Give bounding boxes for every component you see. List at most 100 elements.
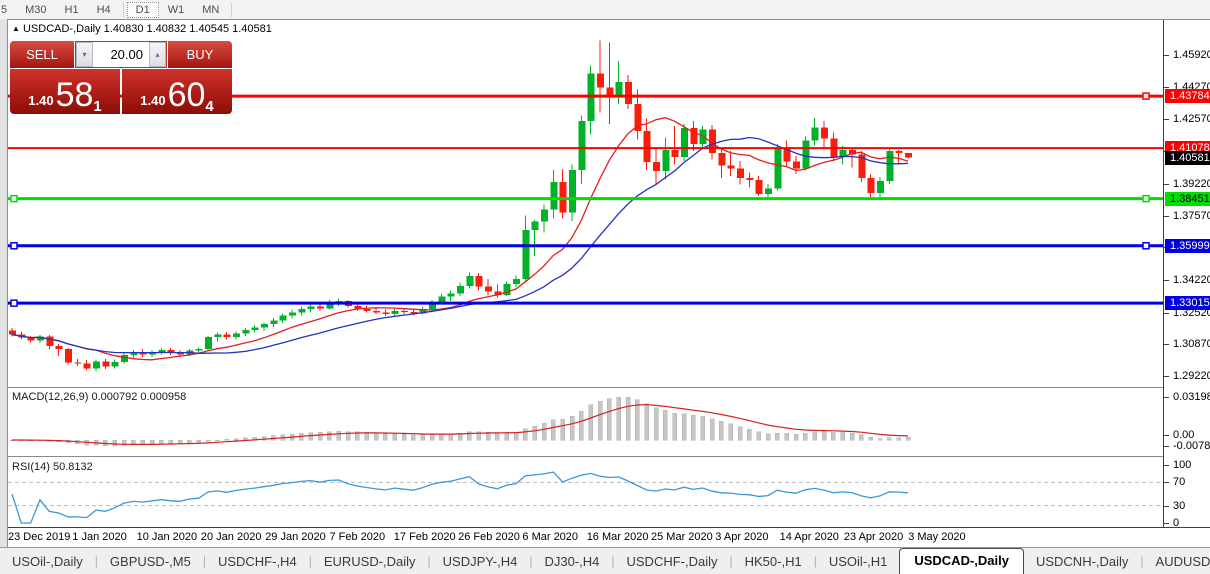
rsi-title: RSI(14) 50.8132 [12,461,93,473]
tab-usoil-h1[interactable]: USOil-,H1 [828,554,888,569]
tab-separator: | [611,554,615,568]
current-price-label: 1.40581 [1165,150,1210,165]
date-label: 3 May 2020 [908,531,966,543]
timeframe-button-mn[interactable]: MN [202,3,220,16]
rsi-axis-30-tick [1164,505,1169,507]
date-label: 29 Jan 2020 [265,531,326,543]
chart-symbol-label: USDCAD-,Daily [22,23,101,35]
volume-spinner: ▾ 20.00 ▴ [75,41,167,68]
macd-indicator-chart [9,396,911,447]
price-tick-label: 1.30870 [1173,338,1210,351]
rsi-indicator-chart [8,471,1163,524]
date-label: 17 Feb 2020 [393,531,456,543]
rsi-axis-100-tick [1164,465,1169,466]
tab-gbpusd-m5[interactable]: GBPUSD-,M5 [109,554,191,569]
sell-button[interactable]: SELL [10,41,75,68]
tab-usdchf-h4[interactable]: USDCHF-,H4 [217,554,297,569]
chart-macd-splitter[interactable] [8,387,1163,388]
volume-decrease-button[interactable]: ▾ [76,42,93,67]
tab-separator: | [427,554,431,568]
main-price-chart[interactable] [8,20,1163,386]
rsi-axis-30: 30 [1173,499,1186,512]
date-label: 26 Feb 2020 [458,531,520,543]
macd-axis-zero: 0.00 [1173,429,1195,441]
date-label: 3 Apr 2020 [715,531,769,543]
timeframe-button-h4[interactable]: H4 [96,3,111,16]
candles [9,40,912,372]
volume-increase-button[interactable]: ▴ [149,42,166,67]
price-line-label-1.43784: 1.43784 [1165,89,1210,104]
date-axis[interactable]: 23 Dec 2019 1 Jan 2020 10 Jan 2020 20 Jan 2… [8,528,1208,547]
timeframe-button-m30[interactable]: M30 [25,3,47,16]
tab-separator: | [529,554,533,568]
hline-1.35999[interactable] [8,242,1163,250]
price-tick-label: 1.42570 [1173,113,1210,126]
tab-audusd-daily[interactable]: AUDUSD-,Daily [1155,554,1210,569]
macd-axis-max: 0.031987 [1173,391,1210,403]
price-tick-mark [1164,183,1169,185]
timeframe-button-d1[interactable]: D1 [126,1,159,18]
sell-price-button[interactable]: 1.40 58 1 [10,69,120,114]
price-tick-mark [1164,86,1169,88]
tab-separator: | [94,554,98,568]
buy-price-pips: 60 [167,76,206,114]
tab-usoil-daily[interactable]: USOil-,Daily [12,554,83,569]
price-axis[interactable]: 1.459201.442701.425701.409201.392201.375… [1163,20,1210,529]
date-label: 1 Jan 2020 [72,531,127,543]
ma-slow-line [11,136,909,354]
toolbar-separator [231,2,233,17]
price-tick-label: 1.29220 [1173,370,1210,383]
date-axis-border [8,527,1210,528]
buy-price-point: 4 [205,98,214,115]
chart-title: ▲ USDCAD-,Daily 1.40830 1.40832 1.40545 … [12,23,272,35]
price-tick-mark [1164,55,1169,56]
sell-price-point: 1 [93,98,102,115]
buy-price-button[interactable]: 1.40 60 4 [122,69,232,114]
rsi-axis-0: 0 [1173,517,1180,529]
macd-axis-zero-tick [1164,435,1169,436]
rsi-axis-0-tick [1164,523,1169,524]
tab-separator: | [813,554,817,568]
macd-axis-min-tick [1164,446,1169,447]
tab-separator: | [202,554,206,568]
tab-hk50-h1[interactable]: HK50-,H1 [744,554,802,569]
date-label: 25 Mar 2020 [651,531,713,543]
title-arrow-icon[interactable]: ▲ [12,24,20,33]
chart-window: ▲ USDCAD-,Daily 1.40830 1.40832 1.40545 … [7,19,1210,548]
sell-price-prefix: 1.40 [28,93,54,108]
toolbar-separator [122,2,124,17]
hline-1.38451[interactable] [8,194,1163,203]
tab-eurusd-daily[interactable]: EURUSD-,Daily [323,554,416,569]
tab-usdchf-daily[interactable]: USDCHF-,Daily [626,554,718,569]
rsi-axis-70-tick [1164,482,1169,484]
one-click-trade-panel: SELL ▾ 20.00 ▴ BUY 1.40 58 1 1.40 60 4 [10,41,232,114]
sell-price-pips: 58 [55,76,94,114]
tab-separator: | [1140,554,1144,568]
price-tick-mark [1164,119,1169,121]
date-label: 7 Feb 2020 [329,531,386,543]
tab-usdcad-daily[interactable]: USDCAD-,Daily [899,548,1024,574]
volume-input[interactable]: 20.00 [110,47,143,62]
price-tick-label: 1.37570 [1173,209,1210,222]
price-line-label-1.33015: 1.33015 [1165,296,1210,311]
date-label: 14 Apr 2020 [779,531,839,543]
buy-button[interactable]: BUY [167,41,232,68]
timeframe-toolbar: 5 M30 H1 H4 D1 W1 MN [0,0,1210,19]
rsi-axis-100: 100 [1173,459,1192,471]
price-tick-label: 1.34220 [1173,274,1210,286]
tab-separator: | [729,554,733,568]
tab-dj30-h4[interactable]: DJ30-,H4 [544,554,600,569]
timeframe-button-5[interactable]: 5 [1,3,8,16]
tab-usdjpy-h4[interactable]: USDJPY-,H4 [442,554,518,569]
timeframe-button-w1[interactable]: W1 [167,3,185,16]
price-tick-mark [1164,344,1169,346]
date-label: 23 Dec 2019 [8,531,71,543]
price-tick-label: 1.39220 [1173,177,1210,190]
date-label: 10 Jan 2020 [136,531,198,543]
macd-rsi-splitter[interactable] [8,456,1163,457]
price-tick-label: 1.45920 [1173,49,1210,61]
tab-usdcnh-daily[interactable]: USDCNH-,Daily [1035,554,1129,569]
hline-1.33015[interactable] [8,299,1163,307]
timeframe-button-h1[interactable]: H1 [64,3,79,16]
